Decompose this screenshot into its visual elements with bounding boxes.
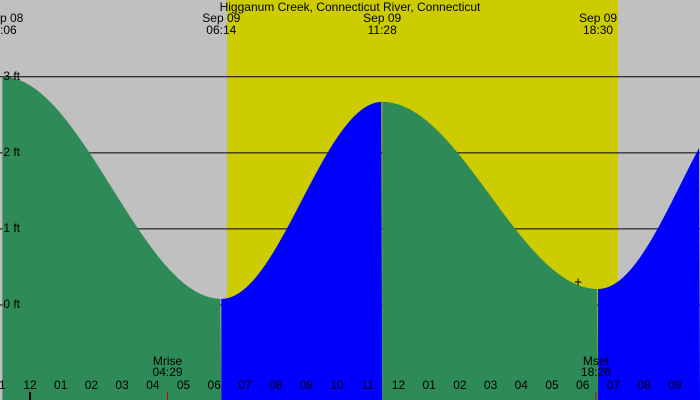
x-tick-label: 03	[484, 378, 498, 392]
x-tick-label: 05	[177, 378, 191, 392]
x-tick-label: 08	[269, 378, 283, 392]
x-tick-label: 11	[362, 378, 375, 392]
x-tick-label: 12	[23, 378, 37, 392]
x-tick-label: 07	[607, 378, 621, 392]
x-tick-label: 06	[576, 378, 590, 392]
extreme-date: p 08	[0, 11, 24, 25]
x-tick-label: 01	[422, 378, 436, 392]
moon-event: Mrise	[153, 354, 183, 368]
extreme-date: Sep 09	[202, 11, 240, 25]
y-tick-label: 1 ft	[3, 221, 20, 235]
chart-title: Higganum Creek, Connecticut River, Conne…	[220, 0, 481, 14]
y-tick-label: 3 ft	[3, 69, 20, 83]
rising-tide	[221, 101, 383, 400]
x-tick-label: 11	[0, 378, 6, 392]
extreme-time: 11:28	[368, 23, 397, 37]
rising-tide	[598, 147, 700, 400]
falling-tide	[382, 101, 599, 400]
x-tick-label: 06	[208, 378, 222, 392]
moon-time: 04:29	[153, 365, 183, 379]
extreme-date: Sep 09	[579, 11, 617, 25]
extreme-time: 18:30	[583, 23, 613, 37]
falling-tide	[2, 76, 222, 400]
moon-event: Mset	[583, 354, 610, 368]
x-tick-label: 08	[637, 378, 651, 392]
x-tick-label: 05	[545, 378, 559, 392]
y-tick-label: 2 ft	[3, 145, 20, 159]
x-tick-label: 02	[85, 378, 99, 392]
extreme-time: :06	[0, 23, 17, 37]
now-marker: +	[574, 274, 582, 290]
x-tick-label: 10	[330, 378, 344, 392]
y-tick-label: 0 ft	[3, 297, 20, 311]
x-tick-label: 04	[146, 378, 160, 392]
x-tick-label: 12	[392, 378, 406, 392]
moon-time: 18:26	[581, 365, 611, 379]
x-tick-label: 07	[238, 378, 252, 392]
x-tick-label: 01	[54, 378, 68, 392]
x-tick-label: 09	[668, 378, 682, 392]
extreme-date: Sep 09	[363, 11, 401, 25]
x-tick-label: 03	[115, 378, 129, 392]
x-tick-label: 02	[453, 378, 467, 392]
extreme-time: 06:14	[206, 23, 236, 37]
x-tick-label: 04	[515, 378, 529, 392]
x-tick-label: 09	[300, 378, 314, 392]
